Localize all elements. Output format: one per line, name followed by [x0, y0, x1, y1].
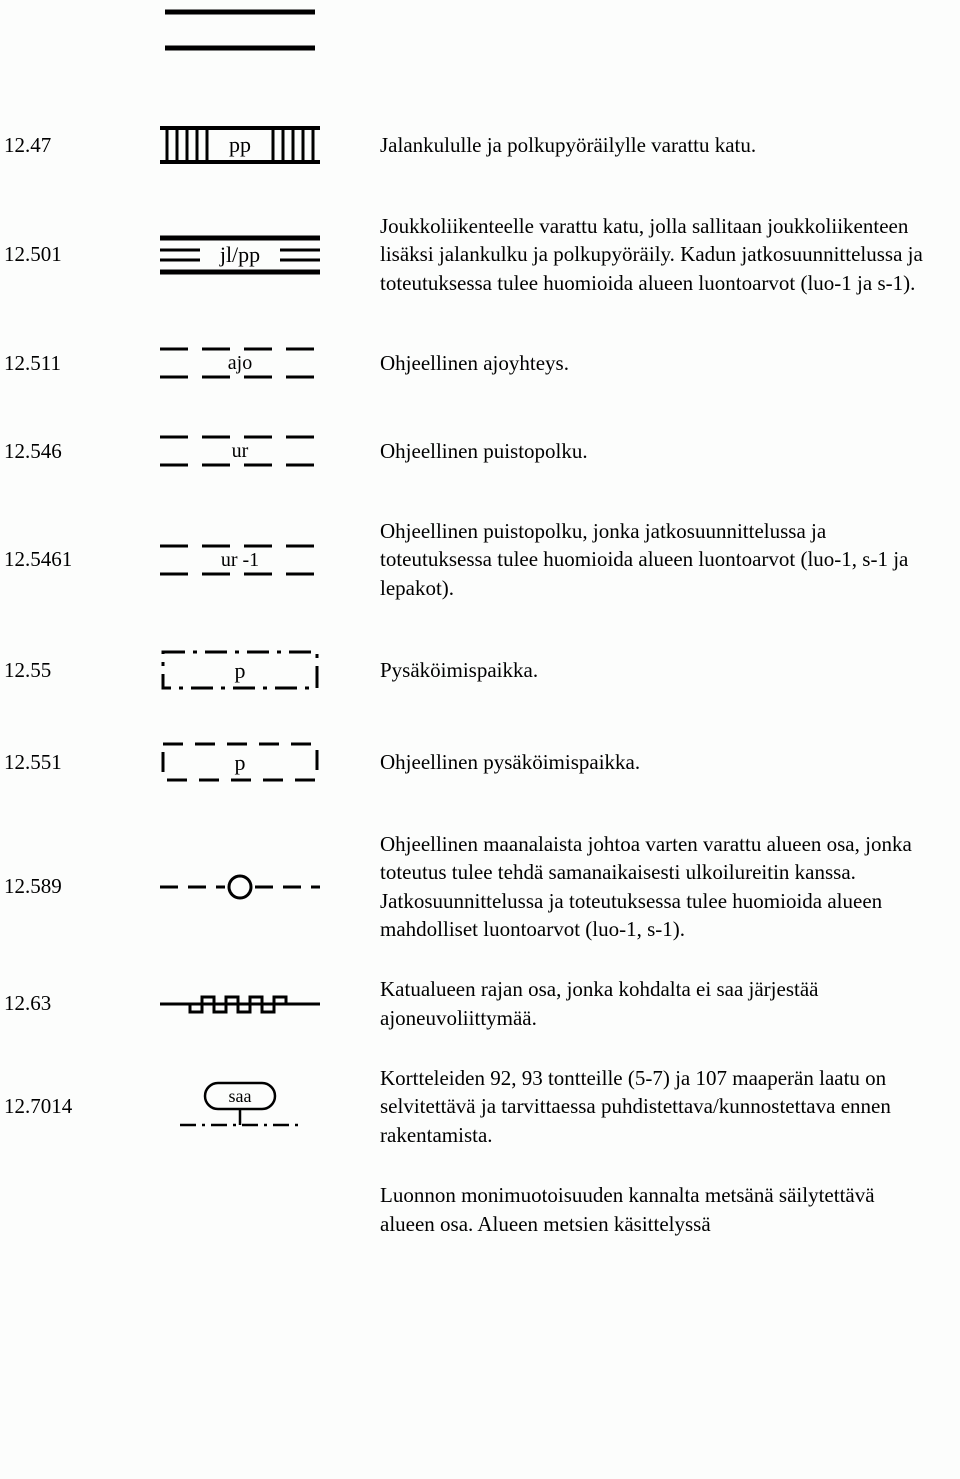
zigzag-icon — [155, 989, 325, 1019]
svg-text:p: p — [235, 750, 246, 775]
legend-row — [0, 0, 960, 100]
code-cell: 12.7014 — [0, 1094, 100, 1119]
dashed-double-icon: ur — [155, 429, 325, 473]
legend-row: 12.7014 saa Kortteleiden 92, 93 tontteil… — [0, 1042, 960, 1171]
code-cell: 12.546 — [0, 439, 100, 464]
code-cell: 12.55 — [0, 658, 100, 683]
legend-row: 12.589 Ohjeellinen maanalaista johtoa va… — [0, 808, 960, 965]
dashed-double-icon: ur -1 — [155, 538, 325, 582]
symbol-cell — [100, 989, 380, 1019]
symbol-cell: ur -1 — [100, 538, 380, 582]
legend-row: 12.546 ur Ohjeellinen puistopolku. — [0, 407, 960, 495]
symbol-cell — [100, 872, 380, 902]
description-cell: Ohjeellinen pysäköimispaikka. — [380, 748, 960, 776]
code-cell: 12.501 — [0, 242, 100, 267]
svg-text:p: p — [235, 658, 246, 683]
legend-row: 12.55 p Pysäköimispaikka. — [0, 624, 960, 716]
svg-text:ajo: ajo — [228, 352, 252, 374]
dashed-circle-icon — [155, 872, 325, 902]
code-cell: 12.5461 — [0, 547, 100, 572]
jlpp-icon: jl/pp — [155, 232, 325, 278]
code-cell: 12.47 — [0, 133, 100, 158]
description-cell: Pysäköimispaikka. — [380, 656, 960, 684]
svg-text:ur: ur — [232, 440, 249, 462]
symbol-cell: saa — [100, 1079, 380, 1135]
legend-row: 12.63 Katualueen rajan osa, jonka kohdal… — [0, 965, 960, 1042]
description-cell: Kortteleiden 92, 93 tontteille (5-7) ja … — [380, 1064, 960, 1149]
description-cell: Joukkoliikenteelle varattu katu, jolla s… — [380, 212, 960, 297]
code-cell: 12.589 — [0, 874, 100, 899]
legend-row: 12.511 ajo Ohjeellinen ajoyhteys. — [0, 319, 960, 407]
symbol-cell — [100, 0, 380, 60]
symbol-cell: p — [100, 646, 380, 694]
description-cell: Katualueen rajan osa, jonka kohdalta ei … — [380, 975, 960, 1032]
svg-text:pp: pp — [229, 132, 251, 157]
symbol-cell: pp — [100, 122, 380, 168]
legend-row: 12.501 jl/pp Joukkoliikenteelle varattu … — [0, 190, 960, 319]
code-cell: 12.551 — [0, 750, 100, 775]
p-box-dashdot-icon: p — [155, 646, 325, 694]
legend-row: 12.47 pp Jalankululle ja polkupyöräilyll… — [0, 100, 960, 190]
pp-crossing-icon: pp — [155, 122, 325, 168]
description-cell: Ohjeellinen maanalaista johtoa varten va… — [380, 830, 960, 943]
symbol-cell: ajo — [100, 341, 380, 385]
svg-text:ur -1: ur -1 — [221, 549, 259, 571]
description-cell: Ohjeellinen puistopolku, jonka jatkosuun… — [380, 517, 960, 602]
symbol-cell: p — [100, 738, 380, 786]
symbol-cell: jl/pp — [100, 232, 380, 278]
legend-row: 12.551 p Ohjeellinen pysäköimispaikka. — [0, 716, 960, 808]
p-box-dashed-icon: p — [155, 738, 325, 786]
dashed-double-icon: ajo — [155, 341, 325, 385]
double-line-icon — [155, 0, 325, 60]
description-cell: Jalankululle ja polkupyöräilylle varattu… — [380, 131, 960, 159]
description-cell: Ohjeellinen puistopolku. — [380, 437, 960, 465]
extra-paragraph: Luonnon monimuotoisuuden kannalta metsän… — [0, 1171, 960, 1238]
code-cell: 12.63 — [0, 991, 100, 1016]
symbol-cell: ur — [100, 429, 380, 473]
svg-text:saa: saa — [229, 1086, 252, 1106]
description-cell: Ohjeellinen ajoyhteys. — [380, 349, 960, 377]
code-cell: 12.511 — [0, 351, 100, 376]
legend-row: 12.5461 ur -1 Ohjeellinen puistopolku, j… — [0, 495, 960, 624]
saa-balloon-icon: saa — [155, 1079, 325, 1135]
svg-text:jl/pp: jl/pp — [219, 242, 260, 267]
